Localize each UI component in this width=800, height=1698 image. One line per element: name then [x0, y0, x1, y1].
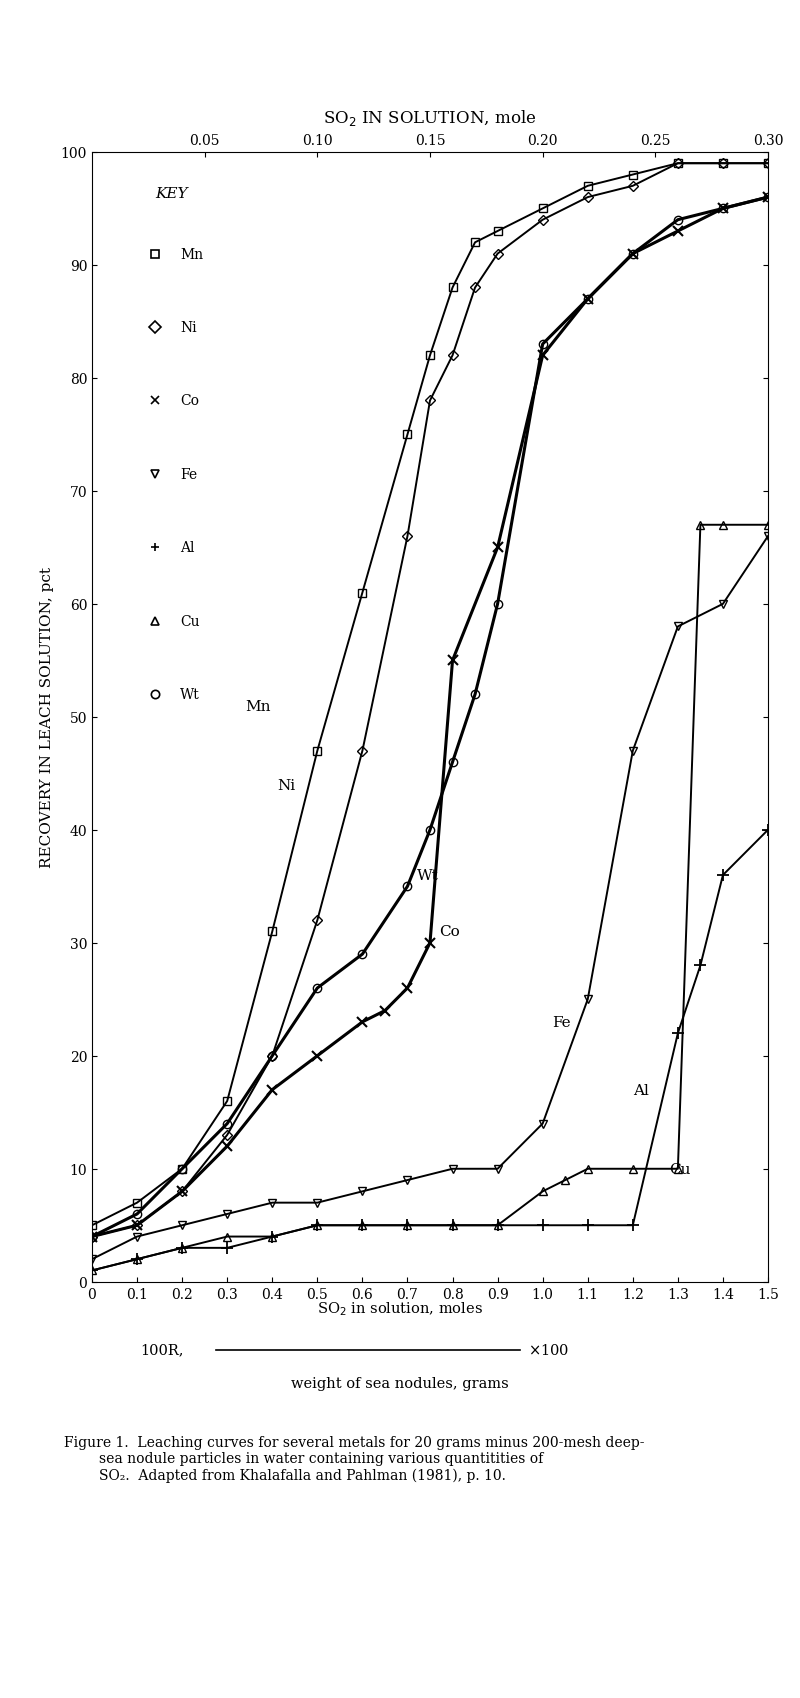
Text: $\times$100: $\times$100: [528, 1343, 570, 1357]
Text: KEY: KEY: [155, 187, 188, 200]
Text: Cu: Cu: [669, 1161, 690, 1177]
Text: weight of sea nodules, grams: weight of sea nodules, grams: [291, 1377, 509, 1391]
Text: Ni: Ni: [277, 778, 295, 793]
Text: Mn: Mn: [180, 248, 203, 261]
Text: Co: Co: [439, 925, 460, 939]
Text: Al: Al: [180, 542, 194, 555]
Text: Cu: Cu: [180, 615, 199, 628]
Text: Ni: Ni: [180, 321, 197, 335]
Text: Fe: Fe: [180, 467, 197, 482]
Text: 100R,: 100R,: [140, 1343, 183, 1357]
X-axis label: SO$_2$ IN SOLUTION, mole: SO$_2$ IN SOLUTION, mole: [323, 109, 537, 127]
Text: Co: Co: [180, 394, 199, 408]
Text: Figure 1.  Leaching curves for several metals for 20 grams minus 200-mesh deep-
: Figure 1. Leaching curves for several me…: [64, 1435, 645, 1482]
Text: Mn: Mn: [246, 700, 270, 713]
Text: Wt: Wt: [417, 868, 438, 883]
Text: Wt: Wt: [180, 688, 200, 701]
Text: Fe: Fe: [552, 1015, 570, 1029]
Text: Al: Al: [633, 1083, 649, 1097]
Y-axis label: RECOVERY IN LEACH SOLUTION, pct: RECOVERY IN LEACH SOLUTION, pct: [40, 567, 54, 868]
Text: SO$_2$ in solution, moles: SO$_2$ in solution, moles: [317, 1299, 483, 1318]
